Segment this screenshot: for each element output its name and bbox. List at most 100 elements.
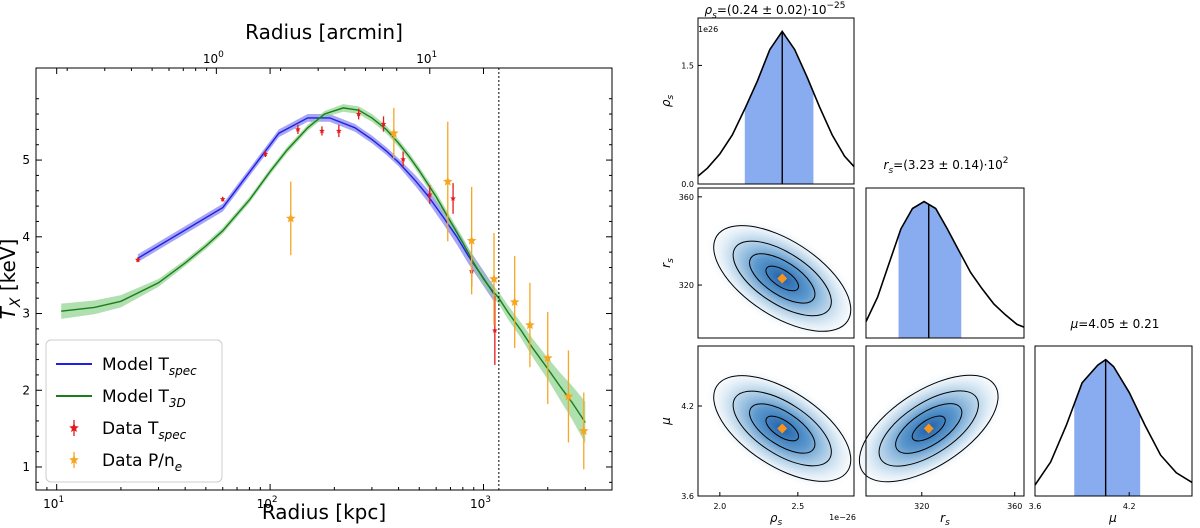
axis-sub: s — [666, 95, 676, 100]
title-symbol: μ — [1070, 317, 1079, 331]
panel-frame — [865, 187, 1025, 339]
panel-mu-mu — [1034, 345, 1193, 497]
data-points — [134, 107, 589, 470]
axis-symbol: ρ — [770, 511, 778, 525]
best-fit-marker — [923, 423, 934, 434]
data-point — [466, 235, 477, 245]
data-point — [336, 127, 342, 134]
best-fit-marker — [777, 273, 788, 284]
legend-box — [45, 339, 223, 483]
rho-x-tick-label: 2.5 — [791, 502, 804, 511]
mu-y-tick-label: 3.6 — [681, 492, 694, 501]
legend-label-sub: e — [175, 460, 182, 474]
panel-rho_s-mu — [697, 345, 859, 497]
x-tick-exp: 2 — [272, 495, 278, 505]
data-point — [262, 150, 269, 157]
panel-frame — [1034, 345, 1193, 497]
axis-symbol: μ — [659, 417, 673, 426]
plot-frame — [35, 67, 613, 491]
title-value: =(0.24 ± 0.02)·10 — [717, 3, 827, 17]
panel-r_s-mu — [851, 345, 1025, 497]
contour-line — [732, 390, 832, 467]
y-tick-label: 2 — [22, 383, 30, 397]
top-tick-label: 101 — [416, 50, 437, 66]
y-tick-label: 4 — [22, 230, 30, 244]
contour-line — [911, 415, 946, 442]
data-point — [389, 128, 399, 138]
y-axis-label-main: T — [0, 305, 20, 319]
data-point — [509, 297, 520, 307]
contour-line — [749, 403, 816, 454]
x-tick-label: 103 — [470, 495, 491, 511]
rho-y-tick-label: 0.0 — [681, 180, 694, 189]
top-axis-label: Radius [arcmin] — [245, 20, 403, 44]
data-point — [543, 353, 553, 363]
data-point — [443, 176, 453, 186]
title-symbol: r — [884, 158, 890, 172]
data-point — [134, 256, 141, 263]
mu-x-tick-label: 3.6 — [1029, 502, 1042, 511]
axis-sub: s — [945, 518, 950, 528]
panel-frame — [697, 17, 855, 185]
mu-y-axis-label: μ — [659, 417, 673, 426]
panel-frame — [697, 345, 855, 497]
axis-symbol: ρ — [659, 99, 673, 107]
data-point — [355, 111, 362, 117]
panel-frame — [697, 187, 855, 339]
title-value: =4.05 ± 0.21 — [1078, 317, 1159, 331]
corner-plot: ρs=(0.24 ± 0.02)·10−25 rs=(3.23 ± 0.14)·1… — [659, 1, 1193, 528]
axis-symbol: r — [659, 262, 673, 268]
rho-y-axis-label: ρs — [659, 95, 676, 108]
rs-x-tick-label: 320 — [914, 502, 929, 511]
title-exp: 2 — [1003, 156, 1009, 166]
x-tick-exp: 3 — [485, 495, 491, 505]
offset-label-y: 1e26 — [698, 25, 718, 34]
data-point — [563, 391, 574, 401]
mu-x-tick-label: 4.2 — [1123, 502, 1136, 511]
data-point — [579, 425, 589, 435]
parameter-title: rs=(3.23 ± 0.14)·102 — [884, 156, 1009, 176]
legend-label: Data P/ne — [102, 451, 182, 474]
data-point — [319, 127, 325, 134]
contour-line — [895, 403, 963, 454]
top-tick-exp: 1 — [432, 50, 438, 60]
legend-label-sub: 3D — [169, 396, 186, 410]
parameter-title: ρs=(0.24 ± 0.02)·10−25 — [705, 1, 846, 21]
data-point — [489, 274, 499, 284]
contour-line — [858, 374, 999, 483]
x-axis-label: Radius [kpc] — [262, 500, 386, 524]
y-tick-label: 3 — [22, 307, 30, 321]
data-point — [295, 126, 301, 132]
histogram-line — [865, 200, 1025, 328]
legend-label-sub: spec — [158, 428, 186, 442]
panel-rho_s-r_s — [697, 187, 859, 339]
title-sub: s — [712, 11, 717, 21]
contour-line — [878, 390, 979, 467]
panel-r_s-r_s — [865, 187, 1025, 339]
legend-marker — [69, 423, 79, 433]
mu-x-axis-label: μ — [1108, 511, 1117, 525]
x-tick-label: 101 — [43, 495, 64, 511]
axis-symbol: r — [940, 511, 946, 525]
rs-x-tick-label: 360 — [1007, 502, 1022, 511]
title-sub: s — [888, 166, 893, 176]
rs-y-tick-label: 320 — [679, 281, 694, 290]
data-point — [525, 320, 535, 330]
rho-x-tick-label: 2.0 — [713, 502, 726, 511]
contour-line — [713, 225, 852, 332]
contour-line — [732, 240, 832, 317]
rs-y-axis-label: rs — [659, 258, 676, 268]
y-axis-label-unit: [keV] — [0, 239, 20, 298]
credible-interval-shade — [744, 31, 814, 184]
best-fit-marker — [777, 423, 788, 434]
axis-sub: s — [666, 258, 676, 263]
rs-x-axis-label: rs — [940, 511, 950, 528]
rs-y-tick-label: 360 — [679, 193, 694, 202]
offset-label-x: 1e−26 — [829, 513, 856, 522]
axis-symbol: μ — [1108, 511, 1117, 525]
y-tick-label: 5 — [22, 153, 30, 167]
